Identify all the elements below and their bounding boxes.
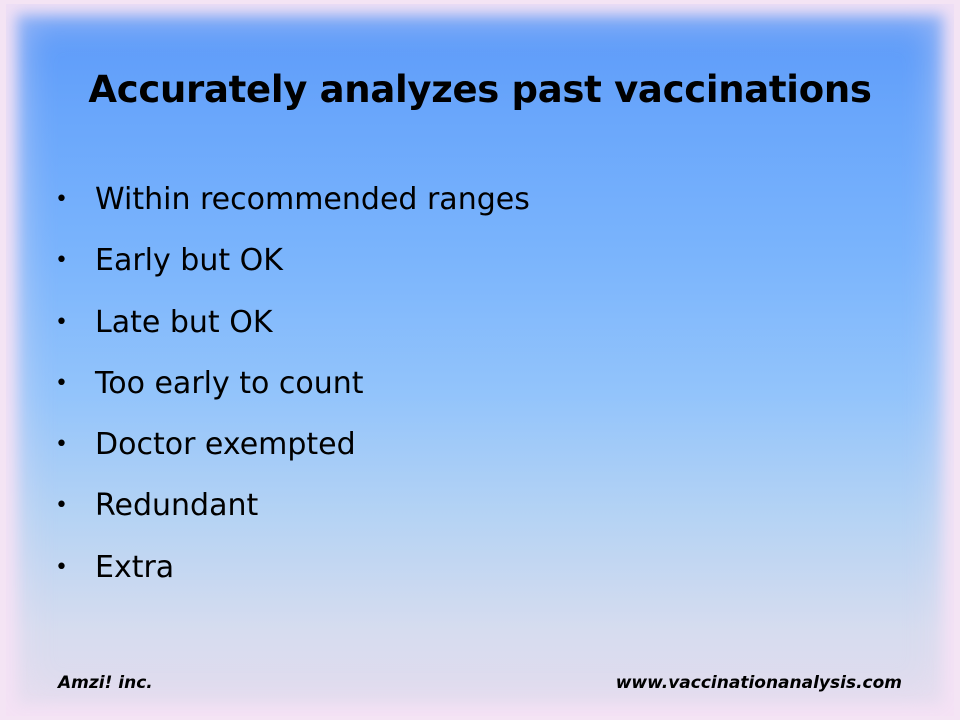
bullet-dot-icon: •	[55, 493, 68, 519]
bullet-text: Within recommended ranges	[95, 182, 530, 217]
bullet-dot-icon: •	[55, 309, 68, 335]
footer-website: www.vaccinationanalysis.com	[615, 673, 902, 693]
footer-company: Amzi! inc.	[58, 673, 153, 693]
bullet-dot-icon: •	[55, 187, 68, 212]
bullet-dot-icon: •	[55, 432, 68, 458]
bullet-text: Early but OK	[95, 243, 283, 279]
bullet-dot-icon: •	[55, 248, 68, 274]
bullet-text: Too early to count	[95, 365, 364, 401]
bullet-text: Late but OK	[95, 304, 273, 340]
slide-title: Accurately analyzes past vaccinations	[88, 68, 872, 111]
bullet-text: Extra	[95, 549, 175, 585]
bullet-text: Redundant	[95, 488, 259, 524]
bullet-dot-icon: •	[55, 370, 68, 396]
bullet-dot-icon: •	[55, 554, 68, 580]
bullet-text: Doctor exempted	[95, 427, 356, 463]
slide-background	[6, 4, 954, 716]
